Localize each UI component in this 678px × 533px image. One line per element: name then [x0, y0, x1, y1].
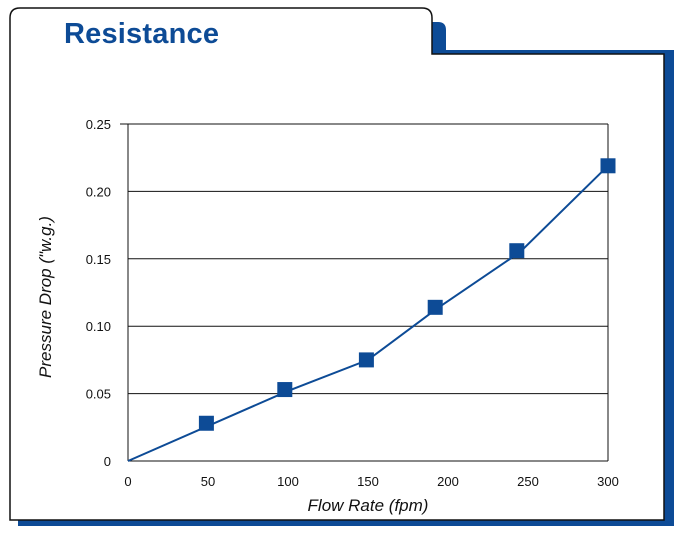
data-point-marker	[509, 243, 525, 259]
gridlines	[128, 123, 608, 395]
card-body	[9, 7, 665, 521]
y-tick-labels: 0 0.05 0.10 0.15 0.20 0.25	[86, 117, 111, 469]
x-tick-labels: 0 50 100 150 200 250 300	[124, 474, 618, 489]
x-tick-label: 250	[517, 474, 539, 489]
x-tick-label: 50	[201, 474, 215, 489]
data-point-marker	[427, 299, 443, 315]
x-tick-label: 150	[357, 474, 379, 489]
y-tick-label: 0	[104, 454, 111, 469]
x-axis-label: Flow Rate (fpm)	[308, 496, 429, 515]
y-tick-label: 0.15	[86, 252, 111, 267]
y-tick-label: 0.10	[86, 319, 111, 334]
series-polyline	[127, 165, 609, 462]
data-point-marker	[277, 382, 293, 398]
y-tick-label: 0.25	[86, 117, 111, 132]
data-point-marker	[198, 415, 214, 431]
y-tick-label: 0.20	[86, 184, 111, 199]
chart-title: Resistance	[64, 18, 220, 50]
x-tick-label: 0	[124, 474, 131, 489]
y-tick-label: 0.05	[86, 387, 111, 402]
x-tick-label: 100	[277, 474, 299, 489]
data-point-marker	[358, 352, 374, 368]
x-tick-label: 300	[597, 474, 619, 489]
plot-frame	[120, 123, 609, 462]
series-markers	[198, 158, 616, 431]
x-tick-label: 200	[437, 474, 459, 489]
series-line	[127, 165, 609, 462]
data-point-marker	[600, 158, 616, 174]
y-axis-label: Pressure Drop ("w.g.)	[36, 216, 55, 378]
